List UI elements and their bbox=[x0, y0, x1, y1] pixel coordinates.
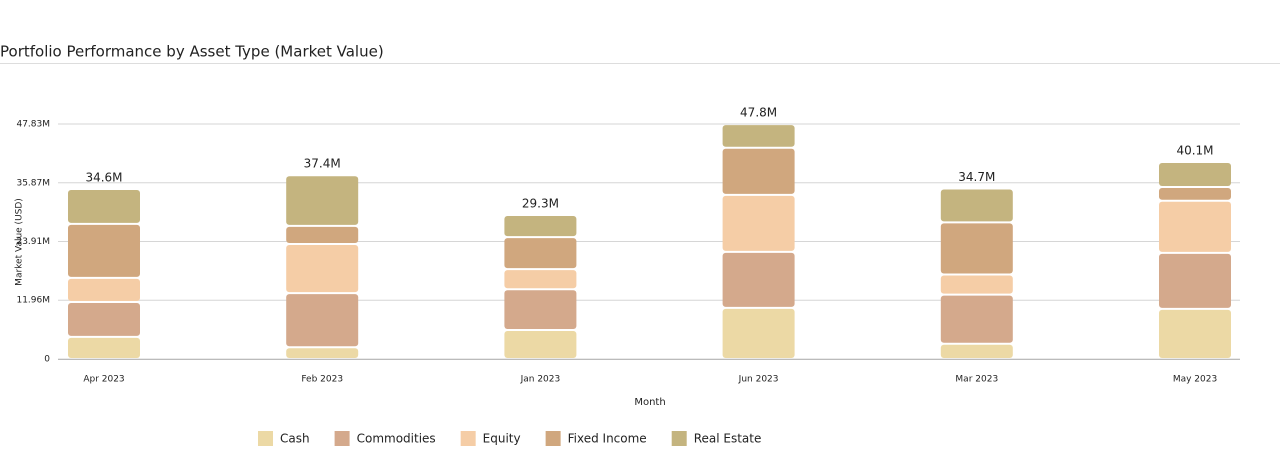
bar-segment bbox=[286, 348, 359, 358]
y-axis-title: Market Value (USD) bbox=[15, 198, 25, 286]
x-tick-label: Mar 2023 bbox=[955, 375, 998, 385]
bar-segment bbox=[940, 295, 1013, 343]
total-label: 47.8M bbox=[740, 106, 777, 120]
bar-segment bbox=[286, 226, 359, 244]
bar-segment bbox=[504, 238, 577, 269]
bar-segment bbox=[1159, 162, 1231, 187]
legend-label: Commodities bbox=[357, 432, 436, 446]
legend-swatch bbox=[258, 431, 273, 446]
bar-segment bbox=[940, 344, 1013, 358]
bar-segment bbox=[722, 125, 795, 147]
total-label: 40.1M bbox=[1176, 143, 1213, 157]
legend-label: Equity bbox=[483, 432, 521, 446]
bar-segment bbox=[68, 224, 140, 277]
bar-segment bbox=[68, 278, 140, 302]
y-tick-label: 47.83M bbox=[16, 120, 50, 130]
bar-segment bbox=[504, 331, 577, 358]
bar-segment bbox=[940, 275, 1013, 294]
bar-segment bbox=[504, 290, 577, 330]
bar-segment bbox=[1159, 201, 1231, 252]
bar-segment bbox=[722, 252, 795, 307]
bar-segment bbox=[722, 148, 795, 194]
total-label: 37.4M bbox=[304, 157, 341, 171]
legend-label: Real Estate bbox=[694, 432, 762, 446]
bar-segment bbox=[286, 294, 359, 347]
y-tick-label: 11.96M bbox=[16, 296, 50, 306]
bar-segment bbox=[504, 270, 577, 289]
chart-title: Portfolio Performance by Asset Type (Mar… bbox=[0, 43, 384, 61]
y-tick-label: 35.87M bbox=[16, 178, 50, 188]
total-label: 34.6M bbox=[85, 171, 122, 185]
legend-swatch bbox=[671, 431, 687, 446]
x-tick-label: May 2023 bbox=[1173, 375, 1217, 385]
bar-segment bbox=[940, 223, 1013, 274]
bar-segment bbox=[722, 195, 795, 251]
x-tick-label: Jan 2023 bbox=[520, 375, 561, 385]
y-tick-label: 23.91M bbox=[16, 237, 50, 247]
legend-label: Fixed Income bbox=[568, 432, 647, 446]
x-axis-title: Month bbox=[634, 397, 665, 408]
bar-segment bbox=[940, 189, 1013, 222]
total-label: 34.7M bbox=[958, 170, 995, 184]
total-label: 29.3M bbox=[522, 197, 559, 211]
bar-segment bbox=[1159, 309, 1231, 358]
legend-swatch bbox=[545, 431, 561, 446]
x-tick-label: Feb 2023 bbox=[301, 375, 343, 385]
legend-swatch bbox=[460, 431, 476, 446]
bar-segment bbox=[286, 176, 359, 225]
x-tick-label: Jun 2023 bbox=[738, 375, 779, 385]
y-tick-label: 0 bbox=[44, 355, 50, 365]
bar-segment bbox=[504, 216, 577, 237]
x-tick-label: Apr 2023 bbox=[83, 375, 124, 385]
legend-swatch bbox=[334, 431, 350, 446]
bar-segment bbox=[68, 303, 140, 336]
bar-segment bbox=[286, 245, 359, 293]
bar-segment bbox=[722, 308, 795, 358]
bar-segment bbox=[68, 337, 140, 358]
bar-segment bbox=[68, 190, 140, 223]
bar-segment bbox=[1159, 253, 1231, 308]
legend-label: Cash bbox=[280, 432, 310, 446]
bar-segment bbox=[1159, 188, 1231, 200]
